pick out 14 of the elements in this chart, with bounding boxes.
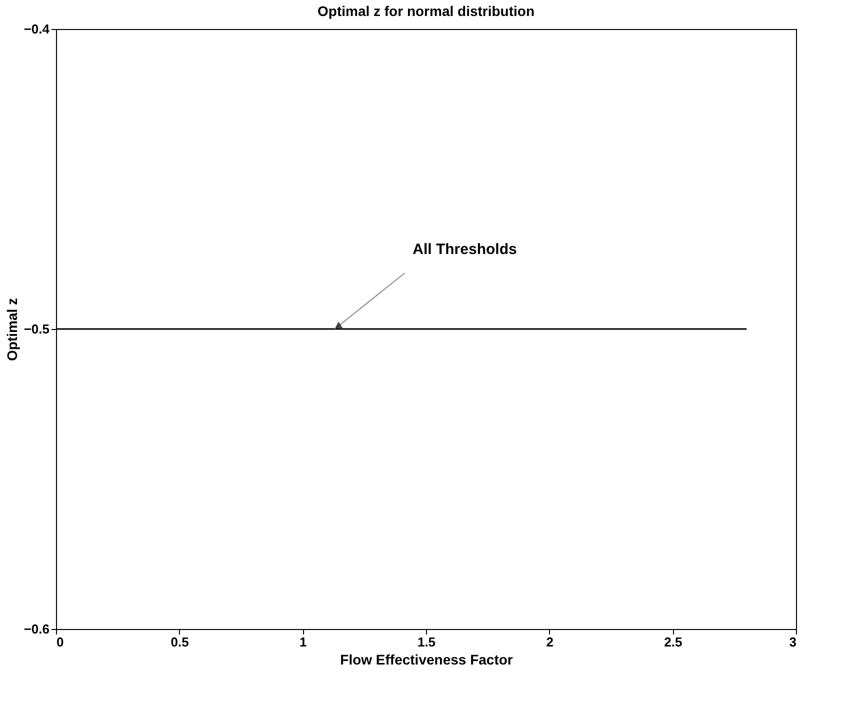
y-tick-label: −0.5 (24, 322, 50, 336)
x-tick-label: 3 (789, 634, 796, 650)
y-axis-title: Optimal z (4, 298, 20, 362)
x-tick-label: 2.5 (664, 634, 682, 650)
x-tick-label: 0 (56, 634, 64, 650)
y-tick-label: −0.4 (24, 22, 50, 36)
x-axis-title: Flow Effectiveness Factor (340, 652, 514, 668)
x-tick-label: 1.5 (417, 634, 436, 650)
x-tick-label: 1 (300, 634, 307, 650)
x-tick-label: 0.5 (170, 634, 189, 650)
y-tick-label: −0.6 (24, 622, 50, 636)
chart-title: Optimal z for normal distribution (318, 3, 534, 19)
annotation: All Thresholds (412, 241, 517, 258)
x-tick-label: 2 (546, 634, 554, 650)
